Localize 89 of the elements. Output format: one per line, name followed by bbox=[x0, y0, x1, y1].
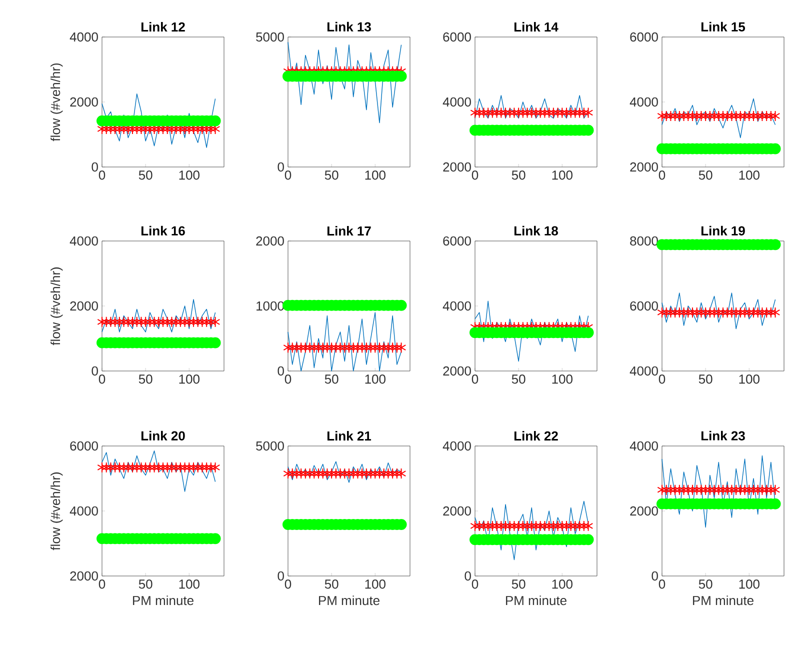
x-tick-label: 50 bbox=[512, 170, 526, 180]
chart-title: Link 12 bbox=[141, 22, 185, 32]
chart-title: Link 21 bbox=[327, 431, 372, 440]
y-tick-label: 2000 bbox=[630, 506, 658, 516]
x-tick-label: 100 bbox=[552, 374, 572, 384]
x-tick-label: 0 bbox=[658, 374, 666, 384]
x-tick-label: 100 bbox=[365, 170, 386, 180]
y-tick-label: 2000 bbox=[443, 162, 471, 172]
y-tick-label: 2000 bbox=[443, 366, 471, 376]
x-tick-label: 50 bbox=[324, 170, 338, 180]
chart-title: Link 23 bbox=[701, 430, 745, 440]
y-tick-label: 6000 bbox=[70, 441, 98, 451]
x-tick-label: 50 bbox=[512, 580, 526, 589]
x-axis-title: PM minute bbox=[506, 596, 566, 606]
chart-title: Link 15 bbox=[701, 22, 746, 32]
x-tick-label: 50 bbox=[324, 580, 338, 589]
y-tick-label: 4000 bbox=[70, 506, 98, 516]
y-tick-label: 0 bbox=[92, 366, 98, 376]
y-tick-label: 4000 bbox=[442, 301, 471, 311]
x-tick-label: 0 bbox=[98, 374, 106, 384]
y-tick-label: 1000 bbox=[256, 301, 284, 311]
x-axis-title: PM minute bbox=[693, 596, 754, 606]
y-tick-label: 2000 bbox=[443, 506, 471, 516]
y-tick-label: 4000 bbox=[630, 441, 658, 451]
y-axis-title: flow (#veh/hr) bbox=[50, 267, 63, 346]
chart-title: Link 19 bbox=[701, 226, 745, 236]
x-tick-label: 0 bbox=[98, 170, 106, 180]
y-tick-label: 2000 bbox=[70, 97, 98, 107]
x-axis-title: PM minute bbox=[319, 596, 380, 606]
x-tick-label: 50 bbox=[698, 580, 712, 589]
y-tick-label: 2000 bbox=[70, 571, 98, 581]
chart-title: Link 16 bbox=[141, 226, 185, 236]
x-tick-label: 100 bbox=[179, 170, 200, 180]
y-tick-label: 5000 bbox=[256, 441, 284, 451]
y-tick-label: 0 bbox=[464, 571, 471, 581]
y-tick-label: 4000 bbox=[442, 441, 471, 451]
chart-title: Link 14 bbox=[514, 22, 558, 32]
x-tick-label: 50 bbox=[512, 374, 526, 384]
y-tick-label: 5000 bbox=[256, 32, 284, 42]
y-tick-label: 2000 bbox=[70, 301, 98, 311]
chart-title: Link 13 bbox=[327, 22, 371, 32]
x-tick-label: 0 bbox=[658, 580, 666, 589]
x-tick-label: 50 bbox=[324, 374, 338, 384]
y-tick-label: 6000 bbox=[443, 32, 471, 42]
chart-title: Link 22 bbox=[514, 431, 558, 440]
x-tick-label: 0 bbox=[98, 580, 106, 589]
y-tick-label: 0 bbox=[652, 571, 658, 581]
y-tick-label: 2000 bbox=[630, 162, 658, 172]
y-tick-label: 4000 bbox=[70, 236, 98, 246]
y-tick-label: 4000 bbox=[442, 97, 471, 107]
y-tick-label: 0 bbox=[278, 162, 284, 172]
y-tick-label: 8000 bbox=[630, 236, 658, 246]
x-axis-title: PM minute bbox=[133, 596, 194, 606]
x-tick-label: 50 bbox=[138, 374, 152, 384]
y-axis-title: flow (#veh/hr) bbox=[50, 63, 63, 142]
x-tick-label: 100 bbox=[739, 580, 760, 589]
y-tick-label: 4000 bbox=[630, 366, 658, 376]
x-tick-label: 100 bbox=[552, 580, 572, 589]
x-tick-label: 0 bbox=[472, 374, 478, 384]
chart-title: Link 18 bbox=[514, 226, 558, 236]
x-tick-label: 50 bbox=[138, 580, 152, 589]
x-tick-label: 50 bbox=[698, 170, 712, 180]
x-tick-label: 0 bbox=[284, 374, 292, 384]
y-tick-label: 6000 bbox=[630, 301, 658, 311]
chart-title: Link 20 bbox=[141, 430, 185, 440]
x-tick-label: 0 bbox=[472, 170, 478, 180]
x-tick-label: 100 bbox=[739, 374, 760, 384]
x-tick-label: 0 bbox=[658, 170, 666, 180]
x-tick-label: 0 bbox=[284, 580, 292, 589]
x-tick-label: 0 bbox=[472, 580, 478, 589]
chart-title: Link 17 bbox=[327, 226, 371, 236]
x-tick-label: 100 bbox=[365, 580, 386, 589]
x-tick-label: 100 bbox=[179, 580, 200, 589]
y-tick-label: 2000 bbox=[256, 236, 284, 246]
y-tick-label: 6000 bbox=[443, 236, 471, 246]
y-tick-label: 6000 bbox=[630, 32, 658, 42]
y-tick-label: 4000 bbox=[70, 32, 98, 42]
y-axis-title: flow (#veh/hr) bbox=[50, 472, 63, 550]
y-tick-label: 0 bbox=[92, 162, 98, 172]
x-tick-label: 50 bbox=[698, 374, 712, 384]
x-tick-label: 100 bbox=[179, 374, 200, 384]
y-tick-label: 4000 bbox=[630, 97, 658, 107]
x-tick-label: 100 bbox=[739, 170, 760, 180]
x-tick-label: 0 bbox=[284, 170, 292, 180]
x-tick-label: 50 bbox=[138, 170, 152, 180]
x-tick-label: 100 bbox=[365, 374, 386, 384]
x-tick-label: 100 bbox=[552, 170, 572, 180]
y-tick-label: 0 bbox=[278, 571, 284, 581]
y-tick-label: 0 bbox=[278, 366, 284, 376]
